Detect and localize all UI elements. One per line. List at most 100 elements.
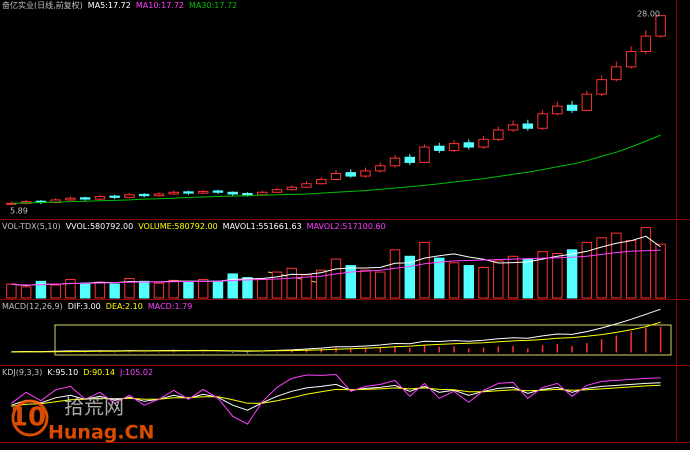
candle-body: [197, 190, 209, 194]
volume-bar: [257, 278, 268, 299]
candle-body: [257, 191, 268, 196]
candle-body: [448, 143, 460, 151]
volume-bar: [493, 260, 504, 299]
panel-title-text: MACD(12,26,9): [2, 302, 63, 311]
candle-body: [522, 123, 534, 129]
volume-bar: [625, 240, 637, 299]
candle-body: [375, 165, 386, 172]
candle-body: [419, 146, 430, 163]
watermark: 10 拾荒网 Hunag.CN: [10, 395, 155, 444]
panel-title: KDJ(9,3,3) K:95.10 D:90.14 J:105.02: [2, 368, 153, 377]
volume-bar: [124, 278, 135, 299]
candle-body: [552, 105, 563, 115]
candle-body: [183, 191, 194, 194]
indicator-line: [11, 134, 661, 204]
panel-title: 奋亿实业(日线,前复权) MA5:17.72 MA10:17.72 MA30:17.7…: [2, 0, 237, 10]
volume-bar: [20, 286, 32, 299]
price-label: 28.00: [637, 10, 660, 19]
candle-body: [330, 172, 342, 180]
legend-entry: K:95.10: [47, 368, 78, 377]
candle-body: [271, 189, 283, 193]
candle-body: [301, 183, 312, 188]
legend-entry: VOLUME:580792.00: [138, 222, 217, 231]
volume-bar: [109, 283, 120, 299]
volume-bar: [581, 241, 593, 299]
volume-bar: [227, 273, 238, 299]
volume-bar: [434, 257, 445, 299]
volume-bar: [507, 255, 519, 299]
candle-body: [316, 178, 327, 185]
candle-body: [566, 104, 578, 111]
volume-bar: [537, 251, 548, 299]
watermark-domain: Hunag.CN: [48, 422, 154, 444]
volume-bar: [286, 267, 297, 299]
legend-entry: MACD:1.79: [148, 302, 193, 311]
candle-body: [611, 66, 622, 81]
candle-body: [153, 193, 165, 197]
watermark-site: 拾荒网: [64, 395, 124, 419]
legend-entry: MAVOL1:551661.63: [223, 222, 302, 231]
volume-bar: [242, 277, 253, 299]
candle-body: [478, 138, 489, 148]
candle-body: [6, 202, 17, 205]
candle-body: [227, 191, 238, 195]
candle-body: [655, 15, 666, 37]
volume-bar: [566, 249, 578, 299]
volume-bar: [389, 249, 401, 299]
candle-body: [286, 186, 297, 191]
volume-bar: [271, 271, 283, 299]
volume-bar: [183, 281, 194, 299]
legend-entry: D:90.14: [83, 368, 115, 377]
indicator-line: [11, 384, 661, 407]
volume-bar: [330, 258, 342, 299]
panel-title-text: 奋亿实业(日线,前复权): [2, 0, 83, 10]
legend-entry: MAVOL2:517100.60: [307, 222, 386, 231]
candle-body: [596, 79, 607, 95]
volume-bar: [50, 284, 61, 299]
indicator-line: [11, 249, 661, 286]
volume-bar: [478, 266, 489, 299]
price-label: 5.89: [10, 207, 28, 216]
candle-body: [581, 93, 593, 111]
candle-body: [79, 197, 91, 200]
legend-entry: MA10:17.72: [136, 1, 184, 10]
legend-entry: VVOL:580792.00: [66, 222, 134, 231]
candle-body: [212, 190, 224, 193]
volume-bar: [522, 258, 534, 299]
candle-body: [625, 50, 637, 68]
panel-title: VOL-TDX(5,10) VVOL:580792.00 VOLUME:580792…: [2, 222, 386, 231]
volume-bar: [35, 280, 47, 299]
volume-bar: [375, 271, 386, 299]
volume-bar: [640, 227, 652, 299]
candle-body: [109, 195, 120, 198]
candle-body: [94, 196, 106, 200]
candle-body: [640, 35, 652, 52]
indicator-line: [11, 382, 661, 411]
highlight-box: [54, 324, 672, 356]
candle-body: [463, 142, 475, 148]
legend-entry: MA5:17.72: [88, 1, 131, 10]
indicator-line: [11, 373, 661, 425]
candle-body: [537, 113, 548, 129]
volume-bar: [611, 232, 622, 299]
volume-bar: [168, 279, 179, 299]
volume-bar: [596, 237, 607, 299]
candle-body: [360, 170, 371, 177]
volume-bar: [463, 265, 475, 299]
volume-bar: [655, 243, 666, 299]
candle-body: [389, 157, 401, 167]
watermark-ring: [11, 399, 49, 437]
volume-bar: [153, 282, 165, 299]
volume-bar: [212, 280, 224, 299]
volume-bar: [6, 283, 17, 299]
volume-bar: [65, 278, 76, 299]
volume-bar: [79, 282, 91, 299]
volume-bar: [448, 262, 460, 299]
volume-bar: [138, 280, 150, 299]
volume-bar: [316, 269, 327, 299]
watermark-number: 10: [10, 403, 46, 433]
legend-entry: J:105.02: [119, 368, 153, 377]
